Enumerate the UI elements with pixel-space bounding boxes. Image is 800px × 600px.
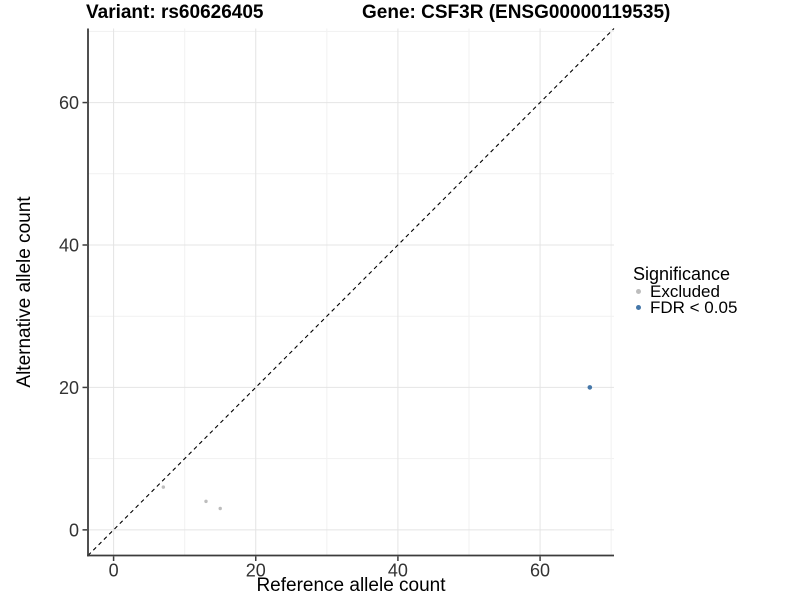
legend-title: Significance <box>633 264 731 284</box>
legend-label-fdr: FDR < 0.05 <box>650 297 738 317</box>
data-point <box>204 499 208 504</box>
y-tick-label: 40 <box>59 235 79 255</box>
x-axis-title: Reference allele count <box>256 575 446 596</box>
legend: Significance Excluded FDR < 0.05 <box>633 264 738 317</box>
plot-title-gene: Gene: CSF3R (ENSG00000119535) <box>362 2 671 23</box>
y-axis-title: Alternative allele count <box>14 196 35 388</box>
x-tick-label: 0 <box>109 561 119 581</box>
y-tick-label: 60 <box>59 93 79 113</box>
x-tick-label: 20 <box>246 561 266 581</box>
legend-label-excluded: Excluded <box>650 281 720 301</box>
x-tick-label: 40 <box>388 561 408 581</box>
identity-line <box>87 28 615 556</box>
data-point <box>218 506 222 511</box>
plot-title-variant: Variant: rs60626405 <box>86 2 264 23</box>
legend-entry-excluded: Excluded <box>633 281 737 301</box>
legend-dot-excluded-icon <box>636 289 641 295</box>
data-point <box>587 385 593 390</box>
legend-dot-fdr-icon <box>636 305 641 311</box>
y-tick-label: 20 <box>59 378 79 398</box>
y-tick-label: 0 <box>69 520 79 540</box>
data-point <box>161 485 166 489</box>
x-tick-label: 60 <box>530 561 550 581</box>
legend-entry-fdr: FDR < 0.05 <box>633 297 738 317</box>
